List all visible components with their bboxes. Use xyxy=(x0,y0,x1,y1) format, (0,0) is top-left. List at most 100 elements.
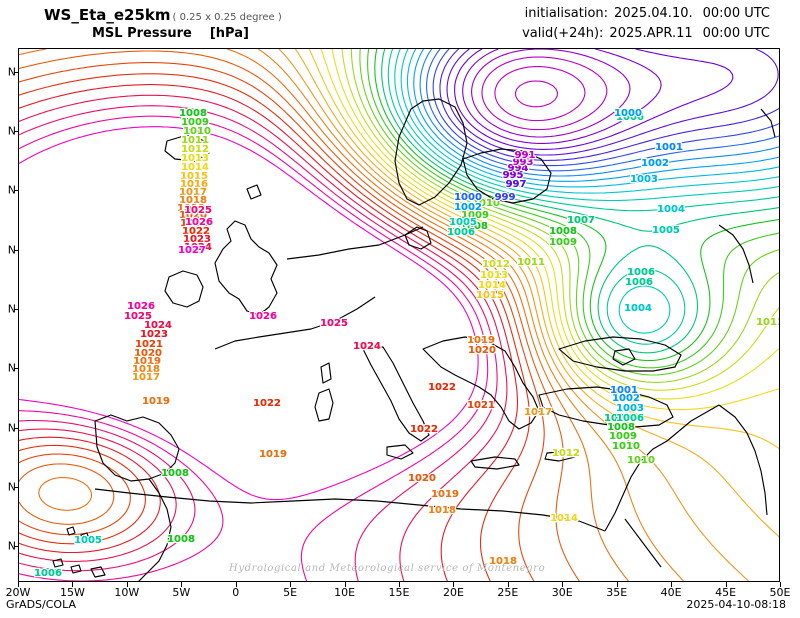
isobar-value-label: 1002 xyxy=(612,393,640,404)
isobar-value-label: 1009 xyxy=(609,431,637,442)
isobar-value-label: 1008 xyxy=(167,534,195,545)
isobar-value-label: 993 xyxy=(513,157,534,168)
coastline-path xyxy=(612,348,636,366)
isobar-1014 xyxy=(320,49,779,411)
isobar-value-label: 1008 xyxy=(607,422,635,433)
initialisation-label: initialisation: xyxy=(524,6,609,21)
isobar-value-label: 1015 xyxy=(476,290,504,301)
isobar-1007 xyxy=(381,49,779,232)
latitude-tick-label: N xyxy=(7,243,16,257)
isobar-value-label: 1003 xyxy=(616,403,644,414)
isobar-value-label: 1008 xyxy=(161,468,189,479)
isobar-1025 xyxy=(19,419,196,572)
isobar-value-label: 1010 xyxy=(612,441,640,452)
longitude-tick-label: 10W xyxy=(114,586,140,599)
coastline-path xyxy=(558,336,682,372)
isobar-value-label: 995 xyxy=(503,170,524,181)
isobar-value-label: 991 xyxy=(515,150,536,161)
longitude-tick-label: 15W xyxy=(59,586,85,599)
isobar-value-label: 1014 xyxy=(550,513,578,524)
isobar-value-label: 1019 xyxy=(467,335,495,346)
isobar-value-label: 1002 xyxy=(454,202,482,213)
longitude-tick-mark xyxy=(290,582,292,587)
isobar-value-label: 1014 xyxy=(181,162,209,173)
latitude-tick-mark xyxy=(14,309,19,311)
coastline-path xyxy=(164,134,210,162)
isobar-labels: 1008100810091009101010101011101110121012… xyxy=(33,107,779,580)
isobar-value-label: 1008 xyxy=(607,422,635,433)
pressure-contour-map[interactable]: 1008 1008 1009 1009 1010 1010 1011 1011 1012 1012… xyxy=(18,48,780,582)
isobar-value-label: 1022 xyxy=(253,398,281,409)
isobar-value-label: 1014 xyxy=(478,280,506,291)
coastline-path xyxy=(214,220,278,316)
chart-header: WS_Eta_e25km( 0.25 x 0.25 degree ) MSL P… xyxy=(0,0,800,46)
isobar-value-label: 1005 xyxy=(74,535,102,546)
longitude-tick-mark xyxy=(780,582,781,587)
longitude-tick-mark xyxy=(181,582,183,587)
isobar-1025 xyxy=(19,105,498,581)
longitude-tick-label: 15E xyxy=(388,586,410,599)
longitude-tick-label: 5E xyxy=(283,586,298,599)
isobar-value-label: 1020 xyxy=(468,345,496,356)
isobar-value-label: 1009 xyxy=(181,117,209,128)
longitude-tick-mark xyxy=(725,582,727,587)
valid-label: valid(+24h): xyxy=(522,26,604,41)
coastline-path xyxy=(404,226,432,250)
isobar-value-label: 1008 xyxy=(179,108,207,119)
isobar-1016 xyxy=(294,49,779,538)
coastline-path xyxy=(394,98,468,206)
isobar-value-label: 1019 xyxy=(177,203,205,214)
isobar-value-label: 1006 xyxy=(34,568,62,579)
isobar-value-label: 1021 xyxy=(467,400,495,411)
isobar-1010 xyxy=(359,49,779,376)
isobar-value-label: 1017 xyxy=(179,187,207,198)
isobar-1026 xyxy=(19,115,489,581)
latitude-tick-mark xyxy=(14,427,19,429)
isobar-1022 xyxy=(19,73,531,581)
isobar-value-label: 994 xyxy=(508,163,529,174)
isobar-value-label: 1017 xyxy=(132,372,160,383)
latitude-tick-label: N xyxy=(7,302,16,316)
latitude-tick-label: N xyxy=(7,480,16,494)
isobar-value-label: 1005 xyxy=(449,217,477,228)
isobar-value-label: 1012 xyxy=(552,448,580,459)
isobar-value-label: 1010 xyxy=(472,198,500,209)
isobar-value-label: 1021 xyxy=(135,339,163,350)
isobar-1011 xyxy=(350,49,779,383)
isobar-value-label: 1023 xyxy=(183,234,211,245)
coastline-path xyxy=(246,184,262,200)
isobar-1008 xyxy=(374,49,779,362)
coastline-path xyxy=(70,564,82,574)
isobar-1019 xyxy=(227,49,629,581)
coastline-path xyxy=(164,270,204,308)
isobar-value-label: 1000 xyxy=(454,192,482,203)
isobar-value-label: 1023 xyxy=(183,234,211,245)
longitude-tick-label: 0 xyxy=(232,586,240,599)
isobar-value-label: 1004 xyxy=(624,303,652,314)
model-title-line: WS_Eta_e25km( 0.25 x 0.25 degree ) xyxy=(44,5,282,24)
isobar-value-label: 1020 xyxy=(468,345,496,356)
isobar-contours xyxy=(19,49,779,581)
isobar-1019 xyxy=(38,477,93,511)
isobar-value-label: 1018 xyxy=(428,505,456,516)
isobar-value-label: 1024 xyxy=(353,341,381,352)
longitude-tick-mark xyxy=(126,582,128,587)
isobar-value-label: 1020 xyxy=(179,210,207,221)
isobar-value-label: 1020 xyxy=(408,473,436,484)
isobar-value-label: 999 xyxy=(495,192,516,203)
longitude-tick-mark xyxy=(453,582,455,587)
isobar-value-label: 1008 xyxy=(167,534,195,545)
isobar-value-label: 1024 xyxy=(144,320,172,331)
isobar-value-label: 1008 xyxy=(460,221,488,232)
coastline-path xyxy=(604,430,680,532)
latitude-tick-label: N xyxy=(7,65,16,79)
isobar-value-label: 1018 xyxy=(132,364,160,375)
coastline-path xyxy=(470,456,520,470)
isobar-value-label: 994 xyxy=(508,163,529,174)
isobar-value-label: 1018 xyxy=(132,364,160,375)
longitude-tick-mark xyxy=(344,582,346,587)
isobar-value-label: 1012 xyxy=(181,144,209,155)
latitude-tick-mark xyxy=(14,131,19,133)
isobar-value-label: 1020 xyxy=(408,473,436,484)
isobar-value-label: 991 xyxy=(515,150,536,161)
